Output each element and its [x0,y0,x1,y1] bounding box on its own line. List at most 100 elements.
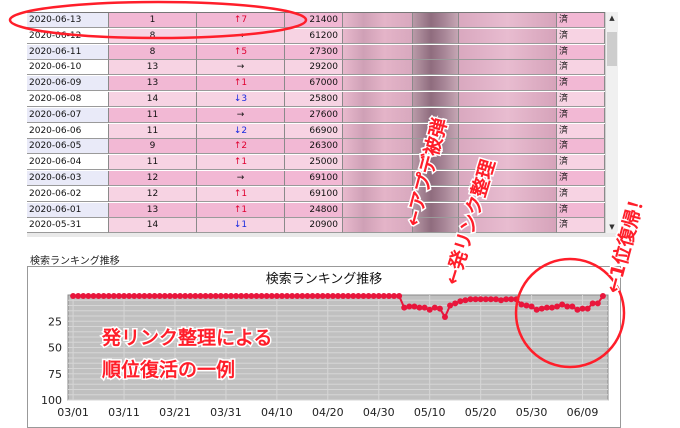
data-point [136,293,143,300]
table-row[interactable]: 2020-06-12 8 → 61200 済 [27,28,605,45]
blurred-cell [459,107,557,123]
table-row[interactable]: 2020-06-13 1 ↑7 21400 済 [27,13,605,29]
data-point [85,293,92,300]
data-point [258,293,265,300]
blurred-cell [343,171,413,186]
date-cell: 2020-06-10 [27,60,109,76]
blurred-cell [343,76,413,92]
data-point [538,305,545,312]
data-point [192,293,199,300]
date-cell: 2020-06-07 [27,107,109,123]
status-cell: 済 [557,44,605,60]
data-point [391,293,398,300]
data-point [370,293,377,300]
data-point [508,296,515,303]
date-cell: 2020-06-06 [27,123,109,139]
data-point [243,293,250,300]
rank-cell: 11 [109,123,197,139]
table-row[interactable]: 2020-06-05 9 ↑2 26300 済 [27,139,605,155]
data-point [574,306,581,313]
table-row[interactable]: 2020-06-06 11 ↓2 66900 済 [27,123,605,140]
table-row[interactable]: 2020-06-08 14 ↓3 25800 済 [27,92,605,108]
data-point [467,296,474,303]
rank-cell: 12 [109,186,197,202]
data-point [115,293,122,300]
blurred-cell [413,171,459,186]
scroll-down-arrow-icon[interactable]: ▼ [609,223,615,231]
data-point [447,302,454,309]
data-point [110,293,117,300]
table-row[interactable]: 2020-05-31 14 ↓1 20900 済 [27,218,605,234]
caption-line-1: 発リンク整理による [100,326,273,351]
data-point [441,314,448,321]
date-cell: 2020-06-13 [27,13,109,28]
x-tick-label: 03/11 [108,406,140,419]
blurred-cell [459,155,557,171]
rank-change-cell: ↓2 [197,123,285,139]
blurred-cell [413,13,459,28]
status-cell: 済 [557,186,605,202]
x-tick-label: 06/09 [567,406,599,419]
data-point [350,293,357,300]
data-point [273,293,280,300]
blurred-cell [459,186,557,202]
data-point [579,305,586,312]
horizontal-scrollbar[interactable] [27,233,617,237]
chart-title: 検索ランキング推移 [266,272,383,287]
table-row[interactable]: 2020-06-03 12 → 69100 済 [27,171,605,187]
table-row[interactable]: 2020-06-11 8 ↑5 27300 済 [27,44,605,61]
x-tick-label: 03/31 [210,406,242,419]
data-point [554,303,561,310]
data-point [360,293,367,300]
scroll-thumb[interactable] [607,32,617,66]
x-tick-label: 04/30 [363,406,395,419]
blurred-cell [413,60,459,76]
search-volume-cell: 69100 [285,171,343,186]
data-point [299,293,306,300]
data-point [126,293,133,300]
status-cell: 済 [557,76,605,92]
date-cell: 2020-05-31 [27,218,109,234]
table-row[interactable]: 2020-06-07 11 → 27600 済 [27,107,605,124]
blurred-cell [459,123,557,139]
vertical-scrollbar[interactable]: ▲ ▼ [605,12,618,233]
status-cell: 済 [557,123,605,139]
data-point [406,303,413,310]
rank-change-cell: ↑2 [197,139,285,155]
data-point [212,293,219,300]
table-row[interactable]: 2020-06-09 13 ↑1 67000 済 [27,76,605,92]
data-point [543,304,550,311]
data-point [121,293,128,300]
scroll-up-arrow-icon[interactable]: ▲ [609,14,615,22]
highlight-circle-top-row [8,0,308,40]
table-row[interactable]: 2020-06-02 12 ↑1 69100 済 [27,186,605,203]
data-point [559,301,566,308]
y-tick-label: 50 [48,342,62,355]
x-tick-label: 05/20 [465,406,497,419]
data-point [452,300,459,307]
data-point [548,304,555,311]
blurred-cell [413,186,459,202]
blurred-cell [459,60,557,76]
data-point [335,293,341,300]
rank-cell: 13 [109,76,197,92]
data-point [263,293,270,300]
table-row[interactable]: 2020-06-10 13 → 29200 済 [27,60,605,76]
x-tick-label: 03/01 [57,406,89,419]
rank-change-cell: ↑1 [197,155,285,171]
data-point [431,304,438,311]
table-row[interactable]: 2020-06-01 13 ↑1 24800 済 [27,202,605,219]
blurred-cell [459,218,557,234]
data-point [80,293,87,300]
data-point [589,300,596,307]
date-cell: 2020-06-05 [27,139,109,155]
data-point [100,293,107,300]
blurred-cell [413,76,459,92]
rank-change-cell: ↓1 [197,218,285,234]
data-point [396,293,403,300]
rank-cell: 12 [109,171,197,186]
search-volume-cell: 20900 [285,218,343,234]
table-row[interactable]: 2020-06-04 11 ↑1 25000 済 [27,155,605,171]
blurred-cell [459,139,557,155]
blurred-cell [343,123,413,139]
